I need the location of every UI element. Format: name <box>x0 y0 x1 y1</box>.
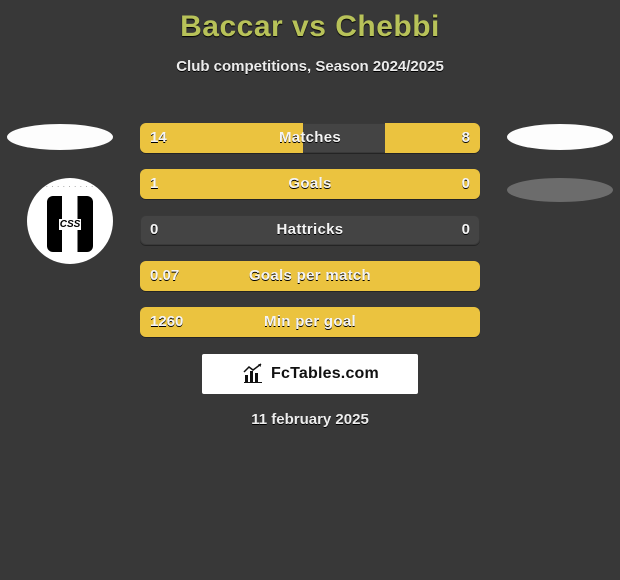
club-slot-right <box>507 178 613 202</box>
footer-date: 11 february 2025 <box>0 411 620 428</box>
stat-row: 1260Min per goal <box>140 307 480 337</box>
comparison-chart: 14Matches81Goals00Hattricks00.07Goals pe… <box>140 123 480 353</box>
stat-value-right: 8 <box>462 123 470 153</box>
club-badge-left: · · · · · · · · · CSS <box>27 178 113 264</box>
stat-value-right: 0 <box>462 169 470 199</box>
brand-chart-icon <box>241 362 265 386</box>
brand-box: FcTables.com <box>202 354 418 394</box>
stat-label: Hattricks <box>140 215 480 245</box>
stat-row: 1Goals0 <box>140 169 480 199</box>
page-subtitle: Club competitions, Season 2024/2025 <box>0 58 620 75</box>
brand-text: FcTables.com <box>271 365 379 383</box>
stat-label: Matches <box>140 123 480 153</box>
club-badge-arc: · · · · · · · · · <box>46 184 94 190</box>
player-slot-left <box>7 124 113 150</box>
stat-label: Goals <box>140 169 480 199</box>
stat-row: 0Hattricks0 <box>140 215 480 245</box>
club-badge-core: CSS <box>47 196 93 252</box>
club-badge-text: CSS <box>59 219 82 230</box>
stat-row: 14Matches8 <box>140 123 480 153</box>
page-title: Baccar vs Chebbi <box>0 0 620 44</box>
stat-label: Goals per match <box>140 261 480 291</box>
stat-label: Min per goal <box>140 307 480 337</box>
stat-value-right: 0 <box>462 215 470 245</box>
stat-row: 0.07Goals per match <box>140 261 480 291</box>
player-slot-right <box>507 124 613 150</box>
